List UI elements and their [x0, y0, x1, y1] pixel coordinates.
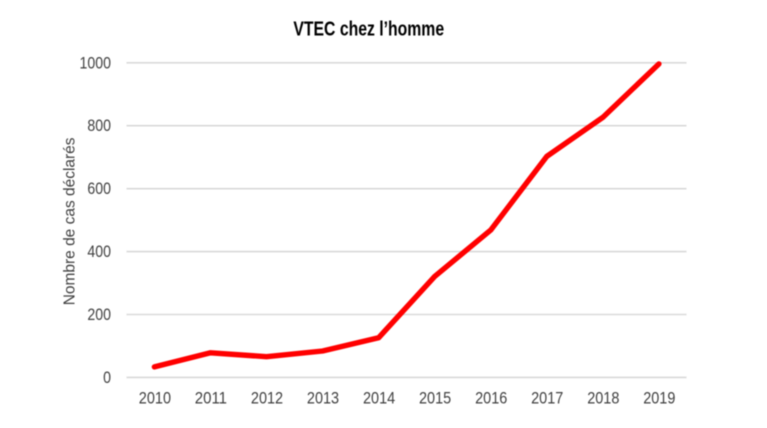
- svg-text:Nombre de cas déclarés: Nombre de cas déclarés: [62, 138, 79, 306]
- svg-text:2012: 2012: [251, 389, 283, 407]
- svg-text:1000: 1000: [80, 54, 112, 72]
- svg-text:VTEC chez l’homme: VTEC chez l’homme: [293, 18, 444, 40]
- svg-text:0: 0: [103, 369, 111, 387]
- svg-text:2010: 2010: [139, 389, 171, 407]
- svg-text:2019: 2019: [643, 389, 675, 407]
- svg-text:2013: 2013: [307, 389, 339, 407]
- svg-text:2017: 2017: [531, 389, 563, 407]
- svg-text:2016: 2016: [475, 389, 507, 407]
- svg-text:2018: 2018: [587, 389, 619, 407]
- svg-text:800: 800: [87, 117, 111, 135]
- svg-text:2014: 2014: [363, 389, 395, 407]
- svg-text:200: 200: [87, 306, 111, 324]
- svg-text:2011: 2011: [195, 389, 227, 407]
- svg-text:2015: 2015: [419, 389, 451, 407]
- svg-text:400: 400: [87, 243, 111, 261]
- svg-text:600: 600: [87, 180, 111, 198]
